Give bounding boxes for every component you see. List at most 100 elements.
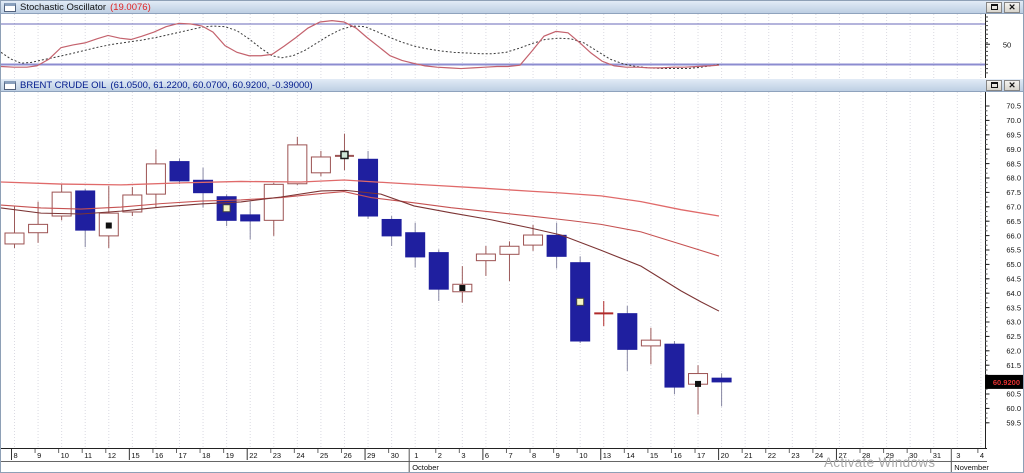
candle-body [640,339,661,347]
stochastic-value: (19.0076) [110,1,151,13]
date-tick-label: 25 [320,451,328,460]
date-tick-label: 3 [956,451,960,460]
date-tick-label: 8 [532,451,536,460]
date-tick-label: 17 [178,451,186,460]
price-tick-label: 66.5 [1006,217,1021,226]
date-tick-label: 22 [249,451,257,460]
maximize-button[interactable] [986,79,1002,91]
date-tick-label: 16 [673,451,681,460]
price-tick-label: 67.0 [1006,203,1021,212]
candle-body [145,163,166,195]
price-tick-label: 63.0 [1006,318,1021,327]
price-tick-label: 63.5 [1006,303,1021,312]
date-tick-label: 11 [84,451,92,460]
date-tick-label: 3 [461,451,465,460]
close-button[interactable]: ✕ [1004,1,1020,13]
stochastic-panel: Stochastic Oscillator (19.0076) ✕ 50 [1,1,1023,79]
stochastic-titlebar[interactable]: Stochastic Oscillator (19.0076) ✕ [1,1,1023,14]
brent-titlebar[interactable]: BRENT CRUDE OIL (61.0500, 61.2200, 60.07… [1,79,1023,92]
price-y-axis: 70.5 70.0 69.5 69.0 68.5 68.0 67.5 67.0 66.5 66.0… [985,92,1023,448]
date-tick-label: 24 [815,451,823,460]
candle-body [169,161,190,182]
price-tick-label: 60.5 [1006,390,1021,399]
stoch-d-line [1,25,720,70]
black-square-marker [105,222,112,229]
signal-markers [105,150,702,387]
month-label: November [954,463,989,472]
price-tick-label: 69.0 [1006,145,1021,154]
candle-body [75,190,96,231]
yellow-square-marker [222,204,231,213]
date-tick-label: 23 [273,451,281,460]
date-tick-label: 18 [202,451,210,460]
candle-body [523,234,544,246]
price-tick-label: 69.5 [1006,131,1021,140]
date-tick-label: 23 [791,451,799,460]
price-tick-label: 65.0 [1006,260,1021,269]
candle-body [546,234,567,257]
date-tick-label: 15 [650,451,658,460]
price-tick-label: 65.5 [1006,246,1021,255]
black-square-marker [695,380,702,387]
maximize-button[interactable] [986,1,1002,13]
stochastic-plot[interactable] [1,14,985,78]
date-tick-label: 8 [14,451,18,460]
date-tick-label: 2 [438,451,442,460]
date-tick-label: 19 [226,451,234,460]
date-tick-label: 27 [838,451,846,460]
date-tick-label: 31 [933,451,941,460]
price-tick-label: 66.0 [1006,231,1021,240]
brent-window-buttons: ✕ [986,79,1021,91]
stochastic-axis-scale: 50 [985,14,1011,78]
price-tick-label: 70.0 [1006,116,1021,125]
ma-line-1 [1,179,720,217]
stoch-axis-label-50: 50 [1003,40,1011,49]
date-tick-label: 30 [909,451,917,460]
price-axis-scale: 70.5 70.0 69.5 69.0 68.5 68.0 67.5 67.0 66.5 66.0… [985,92,1023,448]
date-tick-label: 28 [862,451,870,460]
price-tick-label: 68.0 [1006,174,1021,183]
date-tick-label: 22 [768,451,776,460]
date-tick-label: 1 [414,451,418,460]
yellow-square-marker [576,297,585,306]
price-tick-label: 62.0 [1006,347,1021,356]
close-button[interactable]: ✕ [1004,79,1020,91]
stochastic-y-axis: 50 [985,14,1023,78]
date-tick-label: 15 [131,451,139,460]
date-tick-label: 20 [721,451,729,460]
stochastic-title: Stochastic Oscillator [20,1,107,13]
date-tick-label: 9 [37,451,41,460]
price-tick-label: 59.5 [1006,419,1021,428]
candle-body [28,223,49,234]
last-price-label: 60.9200 [993,378,1020,387]
price-tick-label: 67.5 [1006,188,1021,197]
date-axis[interactable]: 8 9 10 11 12 15 16 17 18 19 22 23 24 25 26 29 30 1 2 3 6 7 8 9 1… [1,448,1023,472]
price-tick-label: 70.5 [1006,102,1021,111]
candle-body [428,252,449,290]
date-tick-label: 30 [391,451,399,460]
ma-line-2 [1,190,720,257]
date-tick-label: 9 [556,451,560,460]
maximize-icon [990,82,998,88]
date-tick-label: 17 [697,451,705,460]
window-system-icon[interactable] [4,80,16,90]
candle-body [405,232,426,258]
date-tick-label: 26 [343,451,351,460]
date-tick-label: 21 [744,451,752,460]
candle-body [475,253,496,262]
maximize-icon [990,4,998,10]
candle-body [381,218,402,237]
window-system-icon[interactable] [4,2,16,12]
stochastic-window-buttons: ✕ [986,1,1021,13]
candle-body [263,183,284,221]
brent-chart-area: 70.5 70.0 69.5 69.0 68.5 68.0 67.5 67.0 66.5 66.0… [1,92,1023,448]
date-tick-label: 10 [579,451,587,460]
date-tick-label: 14 [626,451,634,460]
price-gridlines [14,92,982,448]
candle-body [499,245,520,255]
moving-averages [1,179,720,312]
date-tick-label: 24 [296,451,304,460]
price-plot[interactable] [1,92,985,448]
date-axis-scale: 8 9 10 11 12 15 16 17 18 19 22 23 24 25 26 29 30 1 2 3 6 7 8 9 1… [1,448,989,472]
